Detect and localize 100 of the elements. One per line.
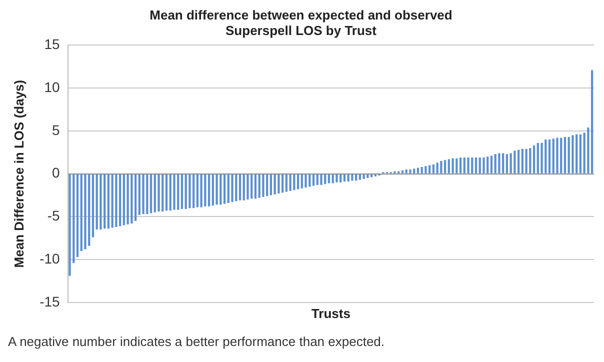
bar xyxy=(196,174,199,208)
bar xyxy=(246,174,249,200)
bar xyxy=(536,142,539,174)
bar xyxy=(162,174,164,212)
bar xyxy=(138,174,140,215)
bar xyxy=(409,170,412,174)
bar xyxy=(212,174,214,206)
bar xyxy=(510,153,512,174)
bar xyxy=(173,174,176,210)
bar xyxy=(76,174,79,257)
bar xyxy=(238,174,242,200)
bar xyxy=(440,160,442,174)
bar xyxy=(169,174,172,211)
bar xyxy=(556,138,558,174)
bar xyxy=(115,174,118,227)
bar xyxy=(208,174,210,206)
bar xyxy=(130,174,133,224)
bar xyxy=(525,148,528,174)
bar xyxy=(126,174,129,224)
y-tick-label: 10 xyxy=(44,78,60,95)
bar xyxy=(300,174,303,188)
bar xyxy=(92,174,94,238)
bar xyxy=(312,174,315,186)
bar xyxy=(591,70,594,174)
bar xyxy=(448,159,450,174)
bar xyxy=(289,174,292,191)
bar xyxy=(401,170,404,174)
bar xyxy=(231,174,234,202)
bar xyxy=(347,174,350,182)
bar xyxy=(192,174,195,208)
bar xyxy=(296,174,300,190)
bar xyxy=(262,174,264,197)
bar xyxy=(482,158,485,174)
y-tick-label: -5 xyxy=(47,208,60,224)
bar xyxy=(548,140,551,174)
bar xyxy=(235,174,238,202)
bar xyxy=(100,174,102,230)
bar xyxy=(80,174,82,251)
bar xyxy=(274,174,276,194)
bar xyxy=(351,174,354,181)
bar xyxy=(420,166,423,174)
bar xyxy=(413,168,416,174)
bar xyxy=(227,174,230,203)
bar xyxy=(564,136,566,174)
bar xyxy=(188,174,191,208)
bar xyxy=(308,174,311,187)
bar xyxy=(471,158,474,174)
bar xyxy=(134,174,137,221)
bar xyxy=(572,135,574,174)
x-axis-title: Trusts xyxy=(311,306,350,321)
bar xyxy=(285,174,288,192)
bar xyxy=(223,174,226,204)
bar xyxy=(165,174,168,211)
bar xyxy=(532,146,536,174)
bar xyxy=(416,168,420,174)
bar xyxy=(88,174,90,246)
bar xyxy=(250,174,253,199)
chart-title: Mean difference between expected and observed Superspell LOS by Trust xyxy=(150,7,452,38)
bar xyxy=(521,148,524,174)
bar xyxy=(436,162,438,174)
y-tick-label: -10 xyxy=(40,250,60,266)
bar xyxy=(529,148,532,174)
bar xyxy=(474,158,478,174)
y-tick-label: 0 xyxy=(52,164,60,181)
bar xyxy=(540,142,543,174)
y-tick-label: 5 xyxy=(52,122,60,138)
bar xyxy=(498,153,500,174)
bar xyxy=(158,174,160,212)
bar xyxy=(104,174,106,229)
bar xyxy=(242,174,245,200)
bar xyxy=(96,174,98,230)
bar xyxy=(514,150,516,174)
bar xyxy=(452,158,454,174)
bar xyxy=(544,140,547,174)
bar xyxy=(107,174,110,229)
y-tick-label: -15 xyxy=(40,293,60,310)
bar xyxy=(517,150,520,174)
bar xyxy=(184,174,187,209)
bar xyxy=(122,174,125,226)
bar xyxy=(111,174,114,228)
bar xyxy=(146,174,148,214)
bar xyxy=(490,156,493,174)
bar xyxy=(177,174,180,210)
bar xyxy=(494,154,496,174)
bar xyxy=(560,138,562,174)
bar xyxy=(204,174,206,206)
bar xyxy=(405,170,408,174)
bar xyxy=(324,174,326,184)
bar xyxy=(281,174,284,193)
bar xyxy=(506,154,508,174)
bar xyxy=(254,174,257,199)
bar xyxy=(154,174,156,212)
bar xyxy=(340,174,342,182)
bar xyxy=(444,160,446,174)
bar xyxy=(576,134,578,174)
bar xyxy=(502,153,504,174)
bar xyxy=(478,158,481,174)
bar xyxy=(459,158,462,174)
bar xyxy=(304,174,307,188)
bar xyxy=(463,158,466,174)
